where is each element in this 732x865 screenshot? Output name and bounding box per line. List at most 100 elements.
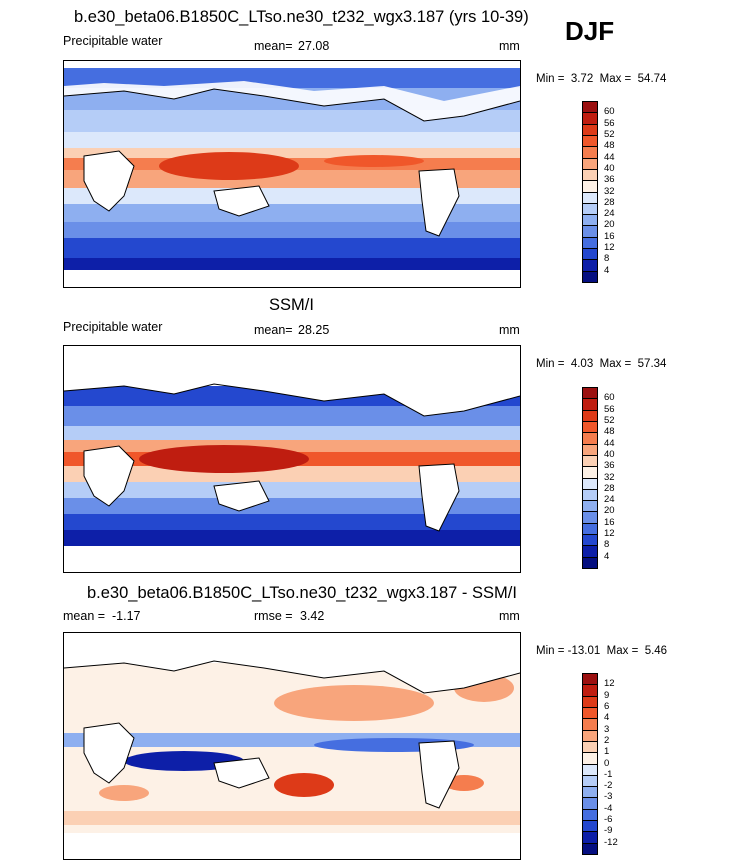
colorbar-swatch bbox=[582, 556, 598, 569]
unit-label: mm bbox=[499, 609, 520, 623]
season-label: DJF bbox=[565, 16, 615, 46]
colorbar-tick-label: 36 bbox=[604, 460, 615, 472]
colorbar-tick-label: -2 bbox=[604, 780, 613, 792]
min-label: Min = bbox=[536, 358, 565, 370]
mean-label: mean= bbox=[254, 39, 293, 53]
map-plot bbox=[63, 345, 521, 573]
min-label: Min = bbox=[536, 645, 565, 657]
colorbar-tick-label: 12 bbox=[604, 678, 615, 690]
colorbar-tick-label: 4 bbox=[604, 550, 610, 562]
land-africa bbox=[84, 446, 134, 506]
colorbar-tick-label: 12 bbox=[604, 528, 615, 540]
field-band-north-low bbox=[64, 426, 520, 440]
unit-label: mm bbox=[499, 323, 520, 337]
coastline-south-america bbox=[418, 740, 460, 809]
min-max-readout: Min = 3.72 Max = 54.74 bbox=[536, 73, 666, 86]
map-svg bbox=[64, 346, 520, 572]
mean-label: mean = bbox=[63, 609, 106, 623]
coastline-north bbox=[64, 88, 520, 122]
field-band-south-high bbox=[64, 238, 520, 258]
coastline-south-america bbox=[418, 463, 460, 532]
colorbar-tick-label: 0 bbox=[604, 757, 610, 769]
rmse-label: rmse = bbox=[254, 609, 293, 623]
land-south-america bbox=[419, 741, 459, 808]
map-svg bbox=[64, 633, 520, 859]
field-band-south-high bbox=[64, 514, 520, 530]
colorbar-tick-label: 60 bbox=[604, 392, 615, 404]
variable-label: Precipitable water bbox=[63, 320, 163, 334]
colorbar-tick-label: 1 bbox=[604, 746, 610, 758]
colorbar-tick-label: -6 bbox=[604, 814, 613, 826]
field-north-pacific-warm bbox=[274, 685, 434, 721]
field-south-pacific-warm bbox=[274, 773, 334, 797]
land-south-america bbox=[419, 169, 459, 236]
variable-label: Precipitable water bbox=[63, 34, 163, 48]
max-label: Max = bbox=[599, 358, 632, 370]
max-label: Max = bbox=[599, 73, 632, 85]
colorbar-tick-label: 16 bbox=[604, 230, 615, 242]
map-plot bbox=[63, 632, 521, 860]
land-australia bbox=[214, 481, 269, 511]
map-svg bbox=[64, 68, 520, 287]
field-band-north-mid bbox=[64, 406, 520, 426]
colorbar-tick-label: 52 bbox=[604, 414, 615, 426]
land-africa bbox=[84, 151, 134, 211]
colorbar-tick-label: 28 bbox=[604, 482, 615, 494]
colorbar-tick-label: 16 bbox=[604, 516, 615, 528]
field-indian-ocean-cool bbox=[124, 751, 244, 771]
field-band-south-polar bbox=[64, 530, 520, 546]
field-band-tropic-n bbox=[64, 148, 520, 158]
colorbar-tick-label: 24 bbox=[604, 208, 615, 220]
colorbar-tick-label: 8 bbox=[604, 253, 610, 265]
colorbar-tick-label: 2 bbox=[604, 734, 610, 746]
field-warm-pool bbox=[139, 445, 309, 473]
colorbar: 60 56 52 48 44 40 36 32 28 24 20 16 12 8 4 bbox=[582, 101, 642, 283]
map-plot bbox=[63, 60, 521, 288]
mean-value: -1.17 bbox=[112, 609, 141, 623]
mean-label: mean= bbox=[254, 323, 293, 337]
land-antarctica bbox=[64, 270, 520, 287]
min-value: 4.03 bbox=[570, 358, 594, 370]
min-label: Min = bbox=[536, 73, 565, 85]
colorbar-tick-label: 20 bbox=[604, 505, 615, 517]
panel-title: b.e30_beta06.B1850C_LTso.ne30_t232_wgx3.… bbox=[74, 8, 529, 26]
max-value: 5.46 bbox=[644, 645, 668, 657]
colorbar-tick-label: 32 bbox=[604, 185, 615, 197]
coastline-africa bbox=[83, 150, 135, 212]
mean-value: 28.25 bbox=[298, 323, 330, 337]
coastline-australia bbox=[213, 757, 270, 789]
colorbar-tick-label: 48 bbox=[604, 426, 615, 438]
min-value: 3.72 bbox=[570, 73, 594, 85]
colorbar-swatch bbox=[582, 270, 598, 283]
colorbar-tick-label: 28 bbox=[604, 196, 615, 208]
land-antarctica bbox=[64, 546, 520, 572]
colorbar-tick-label: -1 bbox=[604, 768, 613, 780]
colorbar-tick-label: 44 bbox=[604, 437, 615, 449]
colorbar-tick-label: 3 bbox=[604, 723, 610, 735]
colorbar-tick-label: 24 bbox=[604, 494, 615, 506]
colorbar-tick-label: 52 bbox=[604, 128, 615, 140]
coastline-australia bbox=[213, 480, 270, 512]
max-value: 57.34 bbox=[637, 358, 667, 370]
colorbar-tick-label: -12 bbox=[604, 836, 618, 848]
field-south-band bbox=[64, 811, 520, 825]
field-warm-pool bbox=[159, 152, 299, 180]
field-band-north-sub bbox=[64, 110, 520, 132]
field-band-north-low bbox=[64, 132, 520, 148]
colorbar: 60 56 52 48 44 40 36 32 28 24 20 16 12 8 4 bbox=[582, 387, 642, 569]
colorbar-tick-label: 60 bbox=[604, 106, 615, 118]
colorbar-tick-label: 40 bbox=[604, 162, 615, 174]
rmse-value: 3.42 bbox=[300, 609, 325, 623]
colorbar-tick-label: 8 bbox=[604, 539, 610, 551]
coastline-australia bbox=[213, 185, 270, 217]
colorbar-tick-label: 36 bbox=[604, 174, 615, 186]
coastline-south-america bbox=[418, 168, 460, 237]
field-band-south-sub bbox=[64, 222, 520, 238]
panel-title: SSM/I bbox=[269, 296, 314, 314]
field-band-north-high bbox=[64, 68, 520, 88]
max-label: Max = bbox=[606, 645, 639, 657]
min-value: -13.01 bbox=[567, 645, 601, 657]
coastline-africa bbox=[83, 445, 135, 507]
land-north bbox=[64, 633, 520, 693]
field-band-tropic-n bbox=[64, 440, 520, 452]
